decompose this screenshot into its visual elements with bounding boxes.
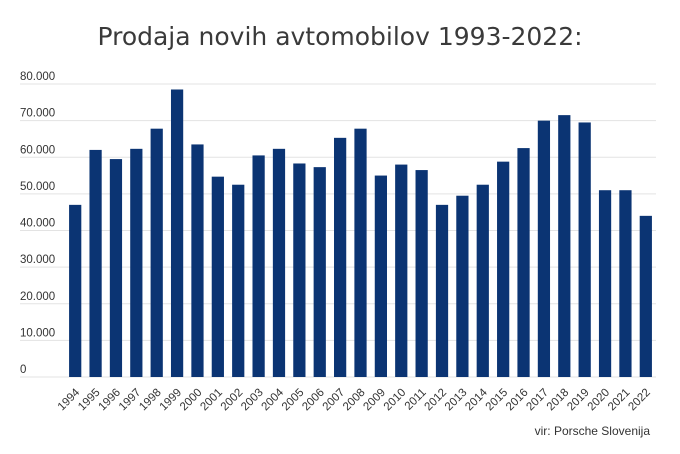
bar-2019 xyxy=(578,122,591,378)
bar-2022 xyxy=(639,215,652,377)
x-tick-label: 2015 xyxy=(484,387,511,414)
bar-2012 xyxy=(435,204,449,377)
y-tick-label: 40.000 xyxy=(20,218,55,230)
y-tick-label: 0 xyxy=(20,364,26,376)
x-tick-label: 2006 xyxy=(300,387,327,414)
y-tick-label: 70.000 xyxy=(20,108,55,120)
x-tick-label: 1997 xyxy=(117,387,144,414)
y-tick-label: 80.000 xyxy=(20,71,55,83)
bar-2002 xyxy=(232,184,245,377)
y-tick-label: 60.000 xyxy=(20,144,55,156)
y-tick-label: 20.000 xyxy=(20,291,55,303)
chart-source: vir: Porsche Slovenija xyxy=(534,424,650,438)
x-tick-label: 2014 xyxy=(463,386,490,413)
bar-2013 xyxy=(456,195,469,377)
x-tick-label: 2013 xyxy=(443,387,470,414)
bar-2020 xyxy=(598,190,612,377)
x-tick-label: 2019 xyxy=(565,387,592,414)
x-tick-label: 2001 xyxy=(198,387,225,414)
x-tick-label: 1994 xyxy=(56,386,83,413)
bar-2009 xyxy=(374,175,387,377)
bar-2008 xyxy=(354,128,367,377)
bar-2017 xyxy=(537,120,551,378)
x-tick-label: 2012 xyxy=(423,387,450,414)
bar-2006 xyxy=(313,167,326,377)
x-tick-label: 2018 xyxy=(545,387,572,414)
x-tick-label: 2011 xyxy=(403,387,429,413)
bar-2011 xyxy=(415,170,428,377)
x-tick-label: 1995 xyxy=(76,387,103,414)
y-tick-label: 30.000 xyxy=(20,254,55,266)
x-tick-label: 2008 xyxy=(341,387,368,414)
x-tick-label: 2021 xyxy=(606,387,633,414)
x-tick-label: 2005 xyxy=(280,387,307,414)
bar-1997 xyxy=(130,148,143,377)
bar-2001 xyxy=(211,176,224,377)
bar-1996 xyxy=(109,159,123,377)
bar-2000 xyxy=(191,144,204,377)
x-tick-label: 1996 xyxy=(96,387,123,414)
x-tick-label: 2010 xyxy=(382,387,409,414)
x-tick-label: 1999 xyxy=(158,387,185,414)
x-tick-label: 2020 xyxy=(586,387,613,414)
bar-1994 xyxy=(69,204,82,377)
x-tick-label: 2007 xyxy=(321,387,348,414)
x-tick-label: 2016 xyxy=(504,387,531,414)
bar-2004 xyxy=(272,148,286,377)
y-tick-label: 10.000 xyxy=(20,327,55,339)
bar-2015 xyxy=(497,161,510,377)
x-tick-label: 1998 xyxy=(137,387,164,414)
y-tick-label: 50.000 xyxy=(20,181,55,193)
bar-1995 xyxy=(89,149,102,377)
x-tick-label: 2009 xyxy=(361,387,388,414)
x-tick-label: 2004 xyxy=(260,386,287,413)
bar-2003 xyxy=(252,155,265,377)
x-tick-label: 2022 xyxy=(626,387,653,414)
bar-2007 xyxy=(334,137,347,377)
bar-1999 xyxy=(170,89,184,378)
x-tick-label: 2000 xyxy=(178,387,205,414)
chart-title: Prodaja novih avtomobilov 1993-2022: xyxy=(97,22,583,51)
x-tick-label: 2002 xyxy=(219,387,246,414)
bar-2016 xyxy=(517,148,530,377)
bar-1998 xyxy=(150,128,163,377)
bar-2005 xyxy=(293,163,306,377)
bar-2021 xyxy=(619,190,632,377)
x-tick-label: 2017 xyxy=(524,387,551,414)
bar-2018 xyxy=(558,115,571,377)
x-tick-label: 2003 xyxy=(239,387,266,414)
bar-2010 xyxy=(395,164,408,377)
bar-2014 xyxy=(476,184,489,377)
